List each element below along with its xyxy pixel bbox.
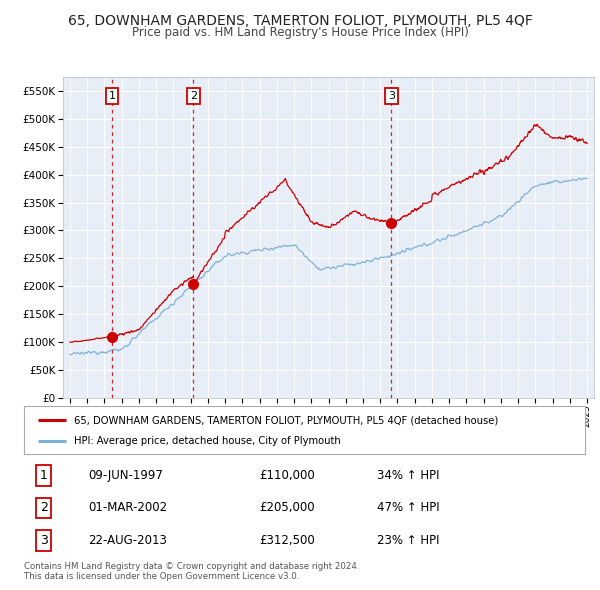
Text: HPI: Average price, detached house, City of Plymouth: HPI: Average price, detached house, City… — [74, 436, 341, 446]
Text: 3: 3 — [40, 534, 47, 547]
Text: 34% ↑ HPI: 34% ↑ HPI — [377, 469, 440, 482]
Text: 1: 1 — [109, 91, 115, 101]
Text: 1: 1 — [40, 469, 47, 482]
Text: 65, DOWNHAM GARDENS, TAMERTON FOLIOT, PLYMOUTH, PL5 4QF (detached house): 65, DOWNHAM GARDENS, TAMERTON FOLIOT, PL… — [74, 415, 499, 425]
Text: Price paid vs. HM Land Registry's House Price Index (HPI): Price paid vs. HM Land Registry's House … — [131, 26, 469, 39]
Text: 2: 2 — [190, 91, 197, 101]
Text: 65, DOWNHAM GARDENS, TAMERTON FOLIOT, PLYMOUTH, PL5 4QF: 65, DOWNHAM GARDENS, TAMERTON FOLIOT, PL… — [68, 14, 532, 28]
Text: £110,000: £110,000 — [260, 469, 316, 482]
Text: 23% ↑ HPI: 23% ↑ HPI — [377, 534, 440, 547]
Text: This data is licensed under the Open Government Licence v3.0.: This data is licensed under the Open Gov… — [24, 572, 299, 581]
Text: £205,000: £205,000 — [260, 502, 315, 514]
Text: 01-MAR-2002: 01-MAR-2002 — [89, 502, 167, 514]
Text: 3: 3 — [388, 91, 395, 101]
Text: £312,500: £312,500 — [260, 534, 316, 547]
Text: 09-JUN-1997: 09-JUN-1997 — [89, 469, 163, 482]
Text: 2: 2 — [40, 502, 47, 514]
Text: 47% ↑ HPI: 47% ↑ HPI — [377, 502, 440, 514]
Text: 22-AUG-2013: 22-AUG-2013 — [89, 534, 167, 547]
Text: Contains HM Land Registry data © Crown copyright and database right 2024.: Contains HM Land Registry data © Crown c… — [24, 562, 359, 571]
